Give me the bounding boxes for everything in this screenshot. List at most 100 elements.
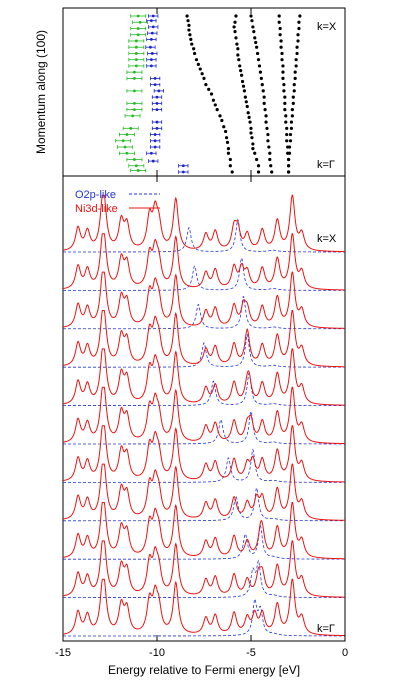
band-point [298,14,302,18]
band-point [131,114,134,118]
band-point [249,131,253,135]
band-point [218,114,222,118]
o2p-curve [63,597,345,637]
band-point [153,77,157,80]
band-point [240,79,245,84]
band-point [282,83,286,87]
band-point [283,101,287,105]
band-point [155,101,159,105]
ni3d-curve [62,425,346,483]
band-point [282,89,286,93]
band-point [228,164,232,168]
band-point [251,147,255,151]
o2p-curve [63,448,345,483]
band-point [244,100,248,104]
band-point [293,76,297,80]
band-point [281,70,285,74]
band-series-0 [115,14,149,173]
spectra-label-bottom: k=Γ [317,623,335,635]
band-point [151,25,155,29]
spectrum-4 [62,348,345,406]
band-label-top: k=X [317,21,337,33]
band-point [262,95,266,99]
ni3d-curve [62,386,346,445]
band-point [247,115,251,119]
band-label-bottom: k=Γ [317,159,335,171]
band-panel-frame [62,7,346,177]
band-point [251,142,255,146]
o2p-curve [63,487,345,522]
band-point [224,129,228,134]
band-point [213,103,217,107]
band-point [185,14,189,18]
band-point [287,145,292,149]
band-point [193,51,197,56]
band-point [196,62,200,66]
band-point [284,120,288,124]
band-point [211,98,215,102]
band-point [153,133,157,136]
band-point [249,14,253,18]
spectrum-3 [62,310,345,368]
band-point [134,58,138,62]
band-point [151,14,155,18]
band-point [279,39,283,43]
band-point [202,76,206,80]
band-point [254,40,258,45]
band-point [278,33,282,37]
ni3d-curve [62,271,345,329]
band-point [280,58,284,62]
legend-label-ni3d: Ni3d-like [75,203,118,215]
band-point [253,36,257,40]
band-point [294,58,298,62]
band-point [133,101,136,105]
ni3d-curve [62,233,345,291]
band-point [279,45,283,49]
band-point [149,64,153,68]
band-point [294,64,298,68]
band-point [250,19,254,23]
band-point [192,47,196,51]
band-point [194,58,199,62]
band-point [284,114,288,118]
band-point [125,133,129,136]
band-point [262,101,266,105]
band-point [138,20,142,24]
band-point [155,126,159,130]
band-point [285,132,289,137]
spectrum-7 [62,463,346,522]
band-point [259,76,263,80]
band-point [249,126,253,130]
legend: O2p-like Ni3d-like [75,189,160,215]
band-point [278,26,282,31]
band-point [264,120,268,124]
band-point [288,132,293,137]
band-point [237,58,241,62]
band-point [149,38,153,41]
band-point [134,39,138,43]
band-point [236,53,240,57]
band-point [209,92,214,96]
band-point [256,164,261,168]
o2p-curve [63,295,345,330]
band-panel-ylabel: Momentum along (100) [34,30,48,154]
band-point [268,151,272,155]
x-tick-label: -10 [149,647,165,659]
band-point [134,45,138,49]
band-point [236,47,240,51]
band-point [255,45,259,49]
band-point [242,89,247,93]
band-point [134,164,138,168]
band-point [134,52,138,55]
o2p-curve [63,372,345,406]
band-point [295,45,299,49]
band-point [296,33,300,37]
band-point [189,37,193,42]
band-point [266,132,270,137]
spectrum-10 [62,578,346,637]
band-point [151,159,155,163]
band-point [253,151,257,155]
spectrum-8 [62,502,346,560]
band-point [222,125,226,129]
